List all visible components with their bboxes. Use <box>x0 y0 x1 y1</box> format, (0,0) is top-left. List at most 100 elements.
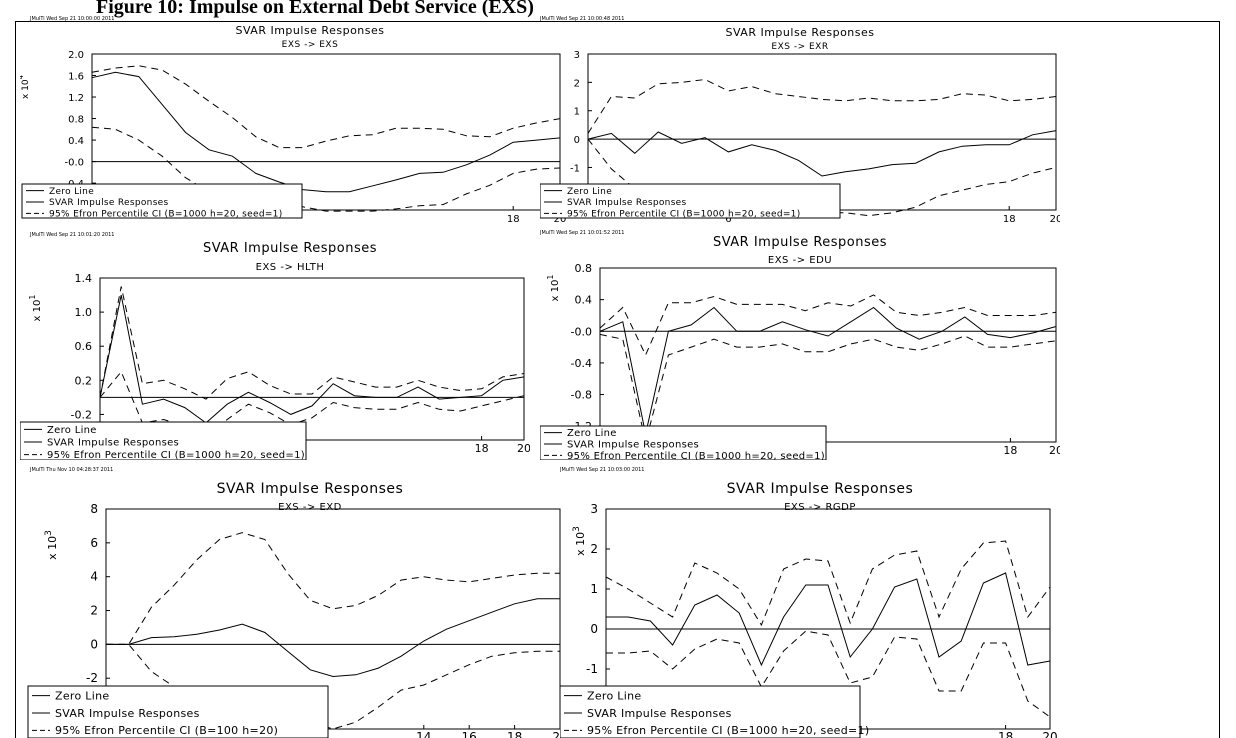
plot-title: SVAR Impulse Responses <box>713 235 887 250</box>
y-scale-label: x 101 <box>546 275 561 302</box>
chart-exs-exr: JMulTi Wed Sep 21 10:00:48 2011 SVAR Impu… <box>540 16 1060 222</box>
legend-label: 95% Efron Percentile CI (B=1000 h=20, se… <box>49 209 283 219</box>
ci-upper-line <box>605 540 1051 627</box>
ci-upper-line <box>587 78 1057 134</box>
legend-label: Zero Line <box>47 425 97 436</box>
x-tick-label: 20 <box>1049 444 1060 457</box>
plot-header: JMulTi Wed Sep 21 10:03:00 2011 <box>560 467 644 473</box>
legend-box <box>560 685 861 738</box>
ci-upper-line <box>91 65 561 149</box>
y-tick-label: 1 <box>574 107 580 118</box>
y-tick-label: -0.0 <box>571 325 592 338</box>
svar-response-line <box>106 598 560 678</box>
plot-subtitle: EXS -> EXD <box>278 502 342 513</box>
plot-subtitle: EXS -> HLTH <box>256 262 325 273</box>
x-tick-label: 20 <box>517 442 530 455</box>
x-tick-label: 18 <box>998 730 1013 738</box>
y-tick-label: 1.2 <box>68 93 84 104</box>
x-tick-label: 16 <box>462 730 477 738</box>
figure-title: Figure 10: Impulse on External Debt Serv… <box>96 0 534 18</box>
svar-response-line <box>91 71 561 193</box>
x-tick-label: 18 <box>507 214 520 222</box>
y-tick-label: 1 <box>590 582 598 596</box>
legend-label: Zero Line <box>567 428 617 439</box>
y-tick-label: -1 <box>570 163 580 174</box>
legend-box <box>21 183 303 219</box>
svar-response-line <box>599 306 1057 435</box>
ci-lower-line <box>599 333 1057 443</box>
legend-box <box>540 425 827 460</box>
y-scale-label: x 103 <box>572 526 587 556</box>
legend-label: 95% Efron Percentile CI (B=100 h=20) <box>55 724 278 737</box>
plot-title: SVAR Impulse Responses <box>203 241 377 256</box>
ci-upper-line <box>99 286 525 400</box>
svar-response-line <box>99 294 525 424</box>
x-tick-label: 20 <box>1050 214 1060 222</box>
legend-label: 95% Efron Percentile CI (B=1000 h=20, se… <box>567 209 801 219</box>
y-tick-label: 2.0 <box>68 50 84 61</box>
y-tick-label: 2 <box>590 542 598 556</box>
y-scale-label: x 104 <box>20 74 31 99</box>
y-tick-label: -0.2 <box>71 408 92 421</box>
y-tick-label: 1.6 <box>68 72 84 83</box>
y-tick-label: 4 <box>90 570 98 584</box>
legend-label: 95% Efron Percentile CI (B=1000 h=20, se… <box>587 724 869 737</box>
y-tick-label: 2 <box>90 604 98 618</box>
chart-exs-exd: JMulTi Thu Nov 10 04:28:37 2011 SVAR Impu… <box>27 467 565 738</box>
plot-frame <box>599 267 1057 443</box>
legend-label: SVAR Impulse Responses <box>47 438 179 449</box>
y-tick-label: 0.4 <box>575 294 593 307</box>
ci-lower-line <box>91 126 561 212</box>
y-tick-label: 6 <box>90 536 98 550</box>
legend-label: SVAR Impulse Responses <box>55 707 200 720</box>
plot-header: JMulTi Wed Sep 21 10:00:00 2011 <box>29 16 114 22</box>
legend-box <box>27 685 329 738</box>
y-tick-label: 0 <box>590 622 598 636</box>
figure-frame <box>15 21 1220 738</box>
y-scale-label: x 101 <box>28 295 43 322</box>
legend-label: SVAR Impulse Responses <box>567 198 687 208</box>
plot-frame <box>99 277 525 441</box>
plot-header: JMulTi Wed Sep 21 10:00:48 2011 <box>540 16 624 22</box>
y-tick-label: 0.2 <box>75 374 93 387</box>
legend-label: SVAR Impulse Responses <box>49 198 169 208</box>
plot-header: JMulTi Wed Sep 21 10:01:52 2011 <box>540 230 624 236</box>
y-tick-label: 0.8 <box>575 262 593 275</box>
chart-exs-edu: JMulTi Wed Sep 21 10:01:52 2011 SVAR Impu… <box>540 230 1060 460</box>
legend-label: Zero Line <box>55 690 109 703</box>
chart-exs-rgdp: JMulTi Wed Sep 21 10:03:00 2011 SVAR Impu… <box>560 467 1058 738</box>
y-tick-label: 0 <box>90 637 98 651</box>
y-tick-label: -0.4 <box>571 357 592 370</box>
y-tick-label: 8 <box>90 502 98 516</box>
y-tick-label: -2 <box>86 671 98 685</box>
y-tick-label: 1.0 <box>75 306 93 319</box>
ci-upper-line <box>106 532 560 645</box>
legend-box <box>20 421 307 460</box>
y-tick-label: 3 <box>590 502 598 516</box>
y-tick-label: 0.8 <box>68 115 84 126</box>
legend-label: Zero Line <box>587 690 641 703</box>
y-tick-label: 1.4 <box>75 272 93 285</box>
legend-label: SVAR Impulse Responses <box>587 707 732 720</box>
ci-lower-line <box>99 370 525 436</box>
x-tick-label: 18 <box>1003 214 1016 222</box>
y-tick-label: 0.4 <box>68 136 84 147</box>
svar-response-line <box>606 572 1051 667</box>
legend-label: 95% Efron Percentile CI (B=1000 h=20, se… <box>47 450 305 460</box>
y-tick-label: 0.6 <box>75 340 93 353</box>
plot-title: SVAR Impulse Responses <box>236 24 385 37</box>
plot-frame <box>105 508 561 730</box>
y-tick-label: -0.8 <box>571 389 592 402</box>
plot-header: JMulTi Wed Sep 21 10:01:20 2011 <box>29 232 114 238</box>
y-tick-label: -1 <box>586 662 598 676</box>
y-tick-label: 2 <box>574 78 580 89</box>
plot-subtitle: EXS -> RGDP <box>784 502 856 513</box>
x-tick-label: 18 <box>475 442 489 455</box>
x-tick-label: 20 <box>552 730 565 738</box>
ci-upper-line <box>599 294 1057 357</box>
legend-label: Zero Line <box>49 187 94 197</box>
chart-exs-exs: JMulTi Wed Sep 21 10:00:00 2011 SVAR Impu… <box>20 16 566 222</box>
plot-title: SVAR Impulse Responses <box>217 481 404 497</box>
legend-label: Zero Line <box>567 187 612 197</box>
x-tick-label: 14 <box>416 730 431 738</box>
